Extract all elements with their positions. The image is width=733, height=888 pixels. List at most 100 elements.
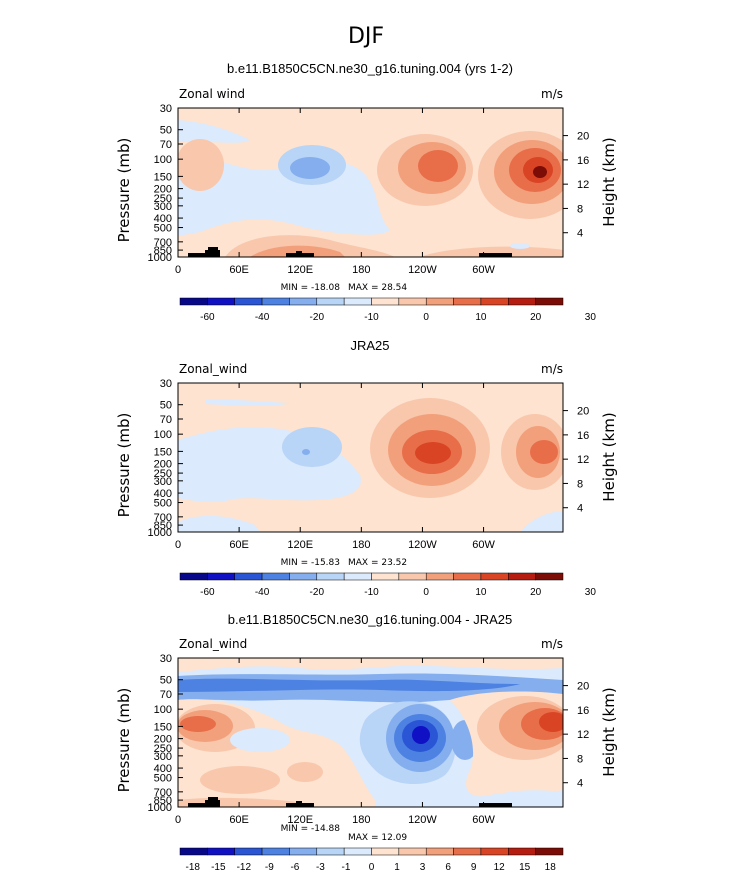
colorbar-swatch (398, 847, 427, 856)
y-tick-label: 150 (154, 171, 172, 183)
panel-2-x-axis: 0 60E 120E 180 120W 60W (175, 383, 495, 551)
colorbar-label: 9 (471, 862, 477, 873)
colorbar-swatch (261, 297, 290, 306)
colorbar-swatch (453, 572, 482, 581)
colorbar-swatch (207, 572, 235, 581)
colorbar-label: 10 (475, 312, 487, 323)
colorbar-label: 18 (545, 862, 557, 873)
x-tick-label: 120W (408, 539, 437, 551)
colorbar-label: -1 (342, 862, 351, 873)
colorbar-swatch (425, 572, 454, 581)
panel-1-title: b.e11.B1850C5CN.ne30_g16.tuning.004 (yrs… (227, 61, 513, 76)
panel-1: b.e11.B1850C5CN.ne30_g16.tuning.004 (yrs… (115, 61, 618, 323)
y-right-tick-label: 4 (577, 503, 583, 515)
colorbar-swatch (207, 847, 235, 856)
colorbar-label: 10 (475, 587, 487, 598)
y-tick-label: 500 (154, 773, 172, 785)
y-right-tick-label: 20 (577, 681, 589, 693)
colorbar-swatch (508, 297, 536, 306)
panel-3-variable-label: Zonal_wind (179, 637, 247, 651)
colorbar-swatch (316, 572, 345, 581)
y-tick-label: 850 (154, 520, 172, 532)
colorbar-label: 3 (420, 862, 426, 873)
y-tick-label: 100 (154, 154, 172, 166)
panel-1-x-axis: 0 60E 120E 180 120W 60W (175, 108, 495, 276)
colorbar-label: 20 (530, 587, 542, 598)
y-tick-label: 50 (160, 125, 172, 137)
colorbar-swatch (261, 847, 290, 856)
colorbar-swatch (480, 297, 509, 306)
x-tick-label: 180 (352, 539, 370, 551)
panel-1-jet-pacific-core (418, 150, 458, 182)
colorbar-label: -60 (200, 312, 215, 323)
colorbar-label: -10 (364, 587, 379, 598)
y-right-tick-label: 4 (577, 228, 583, 240)
panel-1-jet-atlantic-max (533, 166, 547, 178)
x-tick-label: 60E (229, 814, 249, 826)
y-tick-label: 1000 (148, 802, 172, 814)
y-right-tick-label: 4 (577, 778, 583, 790)
panel-1-topography-bar (188, 253, 220, 257)
y-right-tick-label: 20 (577, 131, 589, 143)
colorbar-swatch (261, 572, 290, 581)
colorbar-swatch (289, 572, 318, 581)
figure-title: DJF (348, 24, 384, 49)
panel-3-topography-bar (208, 797, 218, 807)
colorbar-label: 1 (394, 862, 400, 873)
colorbar-swatch (508, 572, 536, 581)
panel-3-title: b.e11.B1850C5CN.ne30_g16.tuning.004 - JR… (228, 612, 513, 627)
x-tick-label: 0 (175, 264, 181, 276)
colorbar-swatch (453, 847, 482, 856)
colorbar-label: 30 (585, 587, 597, 598)
panel-1-topography-bar (208, 247, 218, 257)
panel-2-colorbar: -60 -40 -20 -10 0 10 20 30 (179, 572, 597, 598)
y-tick-label: 30 (160, 103, 172, 115)
y-tick-label: 200 (154, 184, 172, 196)
panel-2-y-label: Pressure (mb) (115, 413, 133, 518)
colorbar-swatch (371, 572, 400, 581)
panel-3-y-axis-right: 20 16 12 8 4 (563, 681, 589, 790)
y-tick-label: 1000 (148, 527, 172, 539)
colorbar-swatch (371, 297, 400, 306)
panel-3-small-negative (230, 728, 290, 752)
x-tick-label: 60W (472, 264, 495, 276)
y-tick-label: 850 (154, 245, 172, 257)
colorbar-swatch (234, 572, 263, 581)
colorbar-swatch (179, 572, 208, 581)
y-tick-label: 300 (154, 751, 172, 763)
y-tick-label: 1000 (148, 252, 172, 264)
panel-3-field (178, 658, 563, 807)
colorbar-swatch (398, 572, 427, 581)
x-tick-label: 60W (472, 814, 495, 826)
colorbar-label: -40 (255, 312, 270, 323)
y-right-tick-label: 16 (577, 430, 589, 442)
y-tick-label: 300 (154, 476, 172, 488)
panel-1-min: MIN = -18.08 (281, 283, 341, 293)
colorbar-label: -6 (290, 862, 299, 873)
colorbar-label: 12 (494, 862, 506, 873)
panel-3-colorbar: -18 -15 -12 -9 -6 -3 -1 0 1 3 6 9 12 15 18 (179, 847, 564, 873)
panel-2-y-axis-right: 20 16 12 8 4 (563, 406, 589, 515)
y-tick-label: 250 (154, 468, 172, 480)
panel-1-y-axis-right: 20 16 12 8 4 (563, 131, 589, 240)
panel-3-topography-bar (296, 801, 302, 807)
y-tick-label: 400 (154, 763, 172, 775)
y-tick-label: 30 (160, 378, 172, 390)
y-tick-label: 150 (154, 721, 172, 733)
panel-3-lower-positive (200, 766, 280, 794)
y-right-tick-label: 12 (577, 454, 589, 466)
y-tick-label: 70 (160, 139, 172, 151)
colorbar-swatch (289, 297, 318, 306)
y-right-tick-label: 12 (577, 729, 589, 741)
colorbar-swatch (398, 297, 427, 306)
y-tick-label: 700 (154, 237, 172, 249)
panel-3-topography-bar (479, 803, 512, 807)
y-tick-label: 400 (154, 213, 172, 225)
colorbar-label: -10 (364, 312, 379, 323)
y-tick-label: 200 (154, 459, 172, 471)
y-tick-label: 700 (154, 512, 172, 524)
colorbar-label: 15 (519, 862, 531, 873)
x-tick-label: 120W (408, 814, 437, 826)
